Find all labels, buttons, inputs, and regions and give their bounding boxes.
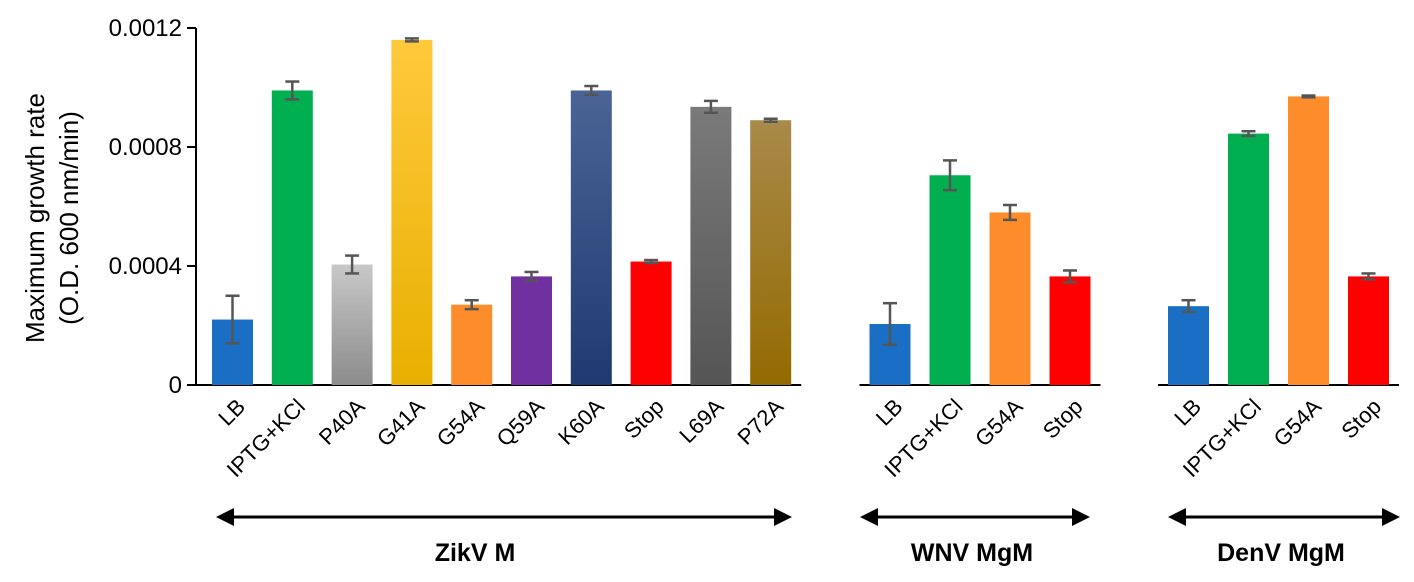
bar-wnv-mgm-stop xyxy=(1049,276,1091,385)
x-category-label: G41A xyxy=(372,394,430,452)
y-axis-units: (O.D. 600 nm/min) xyxy=(54,111,84,325)
arrow-head-left xyxy=(1168,508,1186,526)
error-bars-layer xyxy=(225,37,1376,347)
y-tick-label: 0.0012 xyxy=(109,15,182,42)
arrow-head-right xyxy=(1382,508,1400,526)
x-category-label: LB xyxy=(871,394,908,431)
group-label: ZikV M xyxy=(435,539,516,567)
x-category-label: P72A xyxy=(732,394,788,450)
bar-wnv-mgm-g54a xyxy=(989,212,1031,385)
arrow-head-left xyxy=(216,508,234,526)
x-category-label: Stop xyxy=(1038,394,1088,444)
bar-denv-mgm-stop xyxy=(1348,276,1389,385)
y-tick-label: 0.0008 xyxy=(109,134,182,161)
x-category-label: Stop xyxy=(1336,394,1386,444)
group-label: WNV MgM xyxy=(911,539,1033,567)
bars-layer xyxy=(212,39,1389,386)
y-tick-label: 0 xyxy=(169,372,182,399)
bar-zikv-m-iptgkcl xyxy=(271,90,313,385)
x-category-label: LB xyxy=(213,394,250,431)
x-category-label: LB xyxy=(1169,394,1206,431)
arrow-head-right xyxy=(1072,508,1090,526)
y-axis-title: Maximum growth rate xyxy=(20,93,50,343)
group-label: DenV MgM xyxy=(1217,539,1345,567)
group-arrows: ZikV M WNV MgM DenV MgM xyxy=(216,508,1400,567)
y-tick-label: 0.0004 xyxy=(109,253,182,280)
bar-zikv-m-stop xyxy=(630,261,672,385)
x-category-label: P40A xyxy=(314,394,370,450)
bar-denv-mgm-g54a xyxy=(1288,96,1329,386)
x-category-label: L69A xyxy=(674,394,728,448)
bar-zikv-m-q59a xyxy=(511,276,552,385)
x-category-label: G54A xyxy=(432,394,490,452)
bar-wnv-mgm-iptgkcl xyxy=(929,175,971,385)
bar-denv-mgm-iptgkcl xyxy=(1228,133,1269,385)
bar-zikv-m-p72a xyxy=(750,120,792,385)
bar-zikv-m-g54a xyxy=(451,304,493,385)
x-category-label: G54A xyxy=(1269,394,1327,452)
arrow-head-right xyxy=(774,508,792,526)
arrow-head-left xyxy=(860,508,878,526)
bar-zikv-m-p40a xyxy=(331,264,373,385)
x-category-label: K60A xyxy=(553,394,609,450)
y-axis-label: Maximum growth rate (O.D. 600 nm/min) xyxy=(20,93,84,343)
x-category-label: Stop xyxy=(619,394,669,444)
x-category-label: Q59A xyxy=(492,394,550,452)
bar-denv-mgm-lb xyxy=(1168,306,1209,385)
bar-zikv-m-g41a xyxy=(391,39,433,386)
bar-zikv-m-l69a xyxy=(690,106,732,386)
x-category-label: G54A xyxy=(970,394,1028,452)
bar-zikv-m-k60a xyxy=(570,90,612,385)
